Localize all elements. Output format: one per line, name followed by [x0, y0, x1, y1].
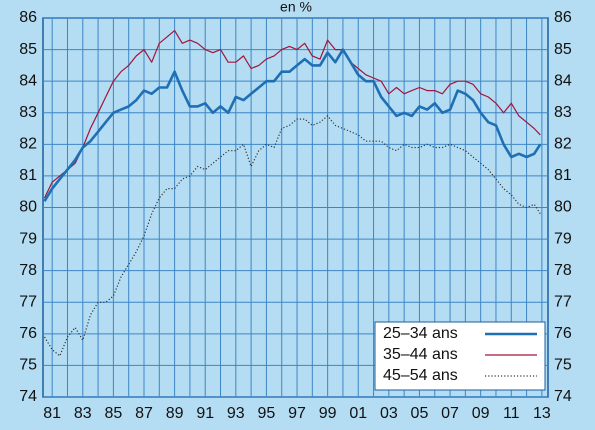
y-tick-label: 76 [19, 325, 37, 342]
y2-tick-label: 80 [554, 199, 572, 216]
y2-tick-label: 79 [554, 230, 572, 247]
series-line [43, 48, 542, 202]
y2-tick-label: 83 [554, 104, 572, 121]
y-tick-label: 84 [19, 72, 37, 89]
y2-tick-label: 81 [554, 167, 572, 184]
y-tick-label: 83 [19, 104, 37, 121]
y-tick-label: 79 [19, 230, 37, 247]
y2-tick-label: 85 [554, 41, 572, 58]
x-tick-label: 99 [319, 405, 337, 422]
y-tick-label: 80 [19, 199, 37, 216]
legend-label: 45–54 ans [383, 367, 458, 384]
series-line [43, 115, 541, 357]
x-tick-label: 95 [258, 405, 276, 422]
x-tick-label: 81 [43, 405, 61, 422]
y2-tick-label: 86 [554, 9, 572, 26]
legend-label: 25–34 ans [383, 325, 458, 342]
y-tick-label: 74 [19, 388, 37, 405]
x-tick-label: 89 [166, 405, 184, 422]
y2-tick-label: 77 [554, 293, 572, 310]
y2-tick-label: 74 [554, 388, 572, 405]
y2-tick-label: 78 [554, 262, 572, 279]
x-tick-label: 97 [288, 405, 306, 422]
x-tick-label: 83 [74, 405, 92, 422]
x-tick-label: 93 [227, 405, 245, 422]
legend-label: 35–44 ans [383, 346, 458, 363]
y2-tick-label: 84 [554, 72, 572, 89]
y-tick-label: 78 [19, 262, 37, 279]
y2-tick-label: 82 [554, 136, 572, 153]
x-tick-label: 09 [472, 405, 490, 422]
x-tick-label: 85 [104, 405, 122, 422]
x-tick-label: 87 [135, 405, 153, 422]
x-tick-label: 05 [411, 405, 429, 422]
y-tick-label: 77 [19, 293, 37, 310]
y-tick-label: 75 [19, 357, 37, 374]
x-tick-label: 13 [533, 405, 551, 422]
x-tick-label: 91 [196, 405, 214, 422]
x-tick-label: 01 [349, 405, 367, 422]
x-tick-label: 03 [380, 405, 398, 422]
x-tick-label: 11 [503, 405, 520, 422]
y-tick-label: 86 [19, 9, 37, 26]
x-tick-label: 07 [441, 405, 459, 422]
y-tick-label: 85 [19, 41, 37, 58]
y2-tick-label: 75 [554, 357, 572, 374]
subtitle: en % [280, 0, 312, 15]
y2-tick-label: 76 [554, 325, 572, 342]
series-line [43, 30, 541, 199]
y-tick-label: 82 [19, 136, 37, 153]
y-tick-label: 81 [19, 167, 37, 184]
